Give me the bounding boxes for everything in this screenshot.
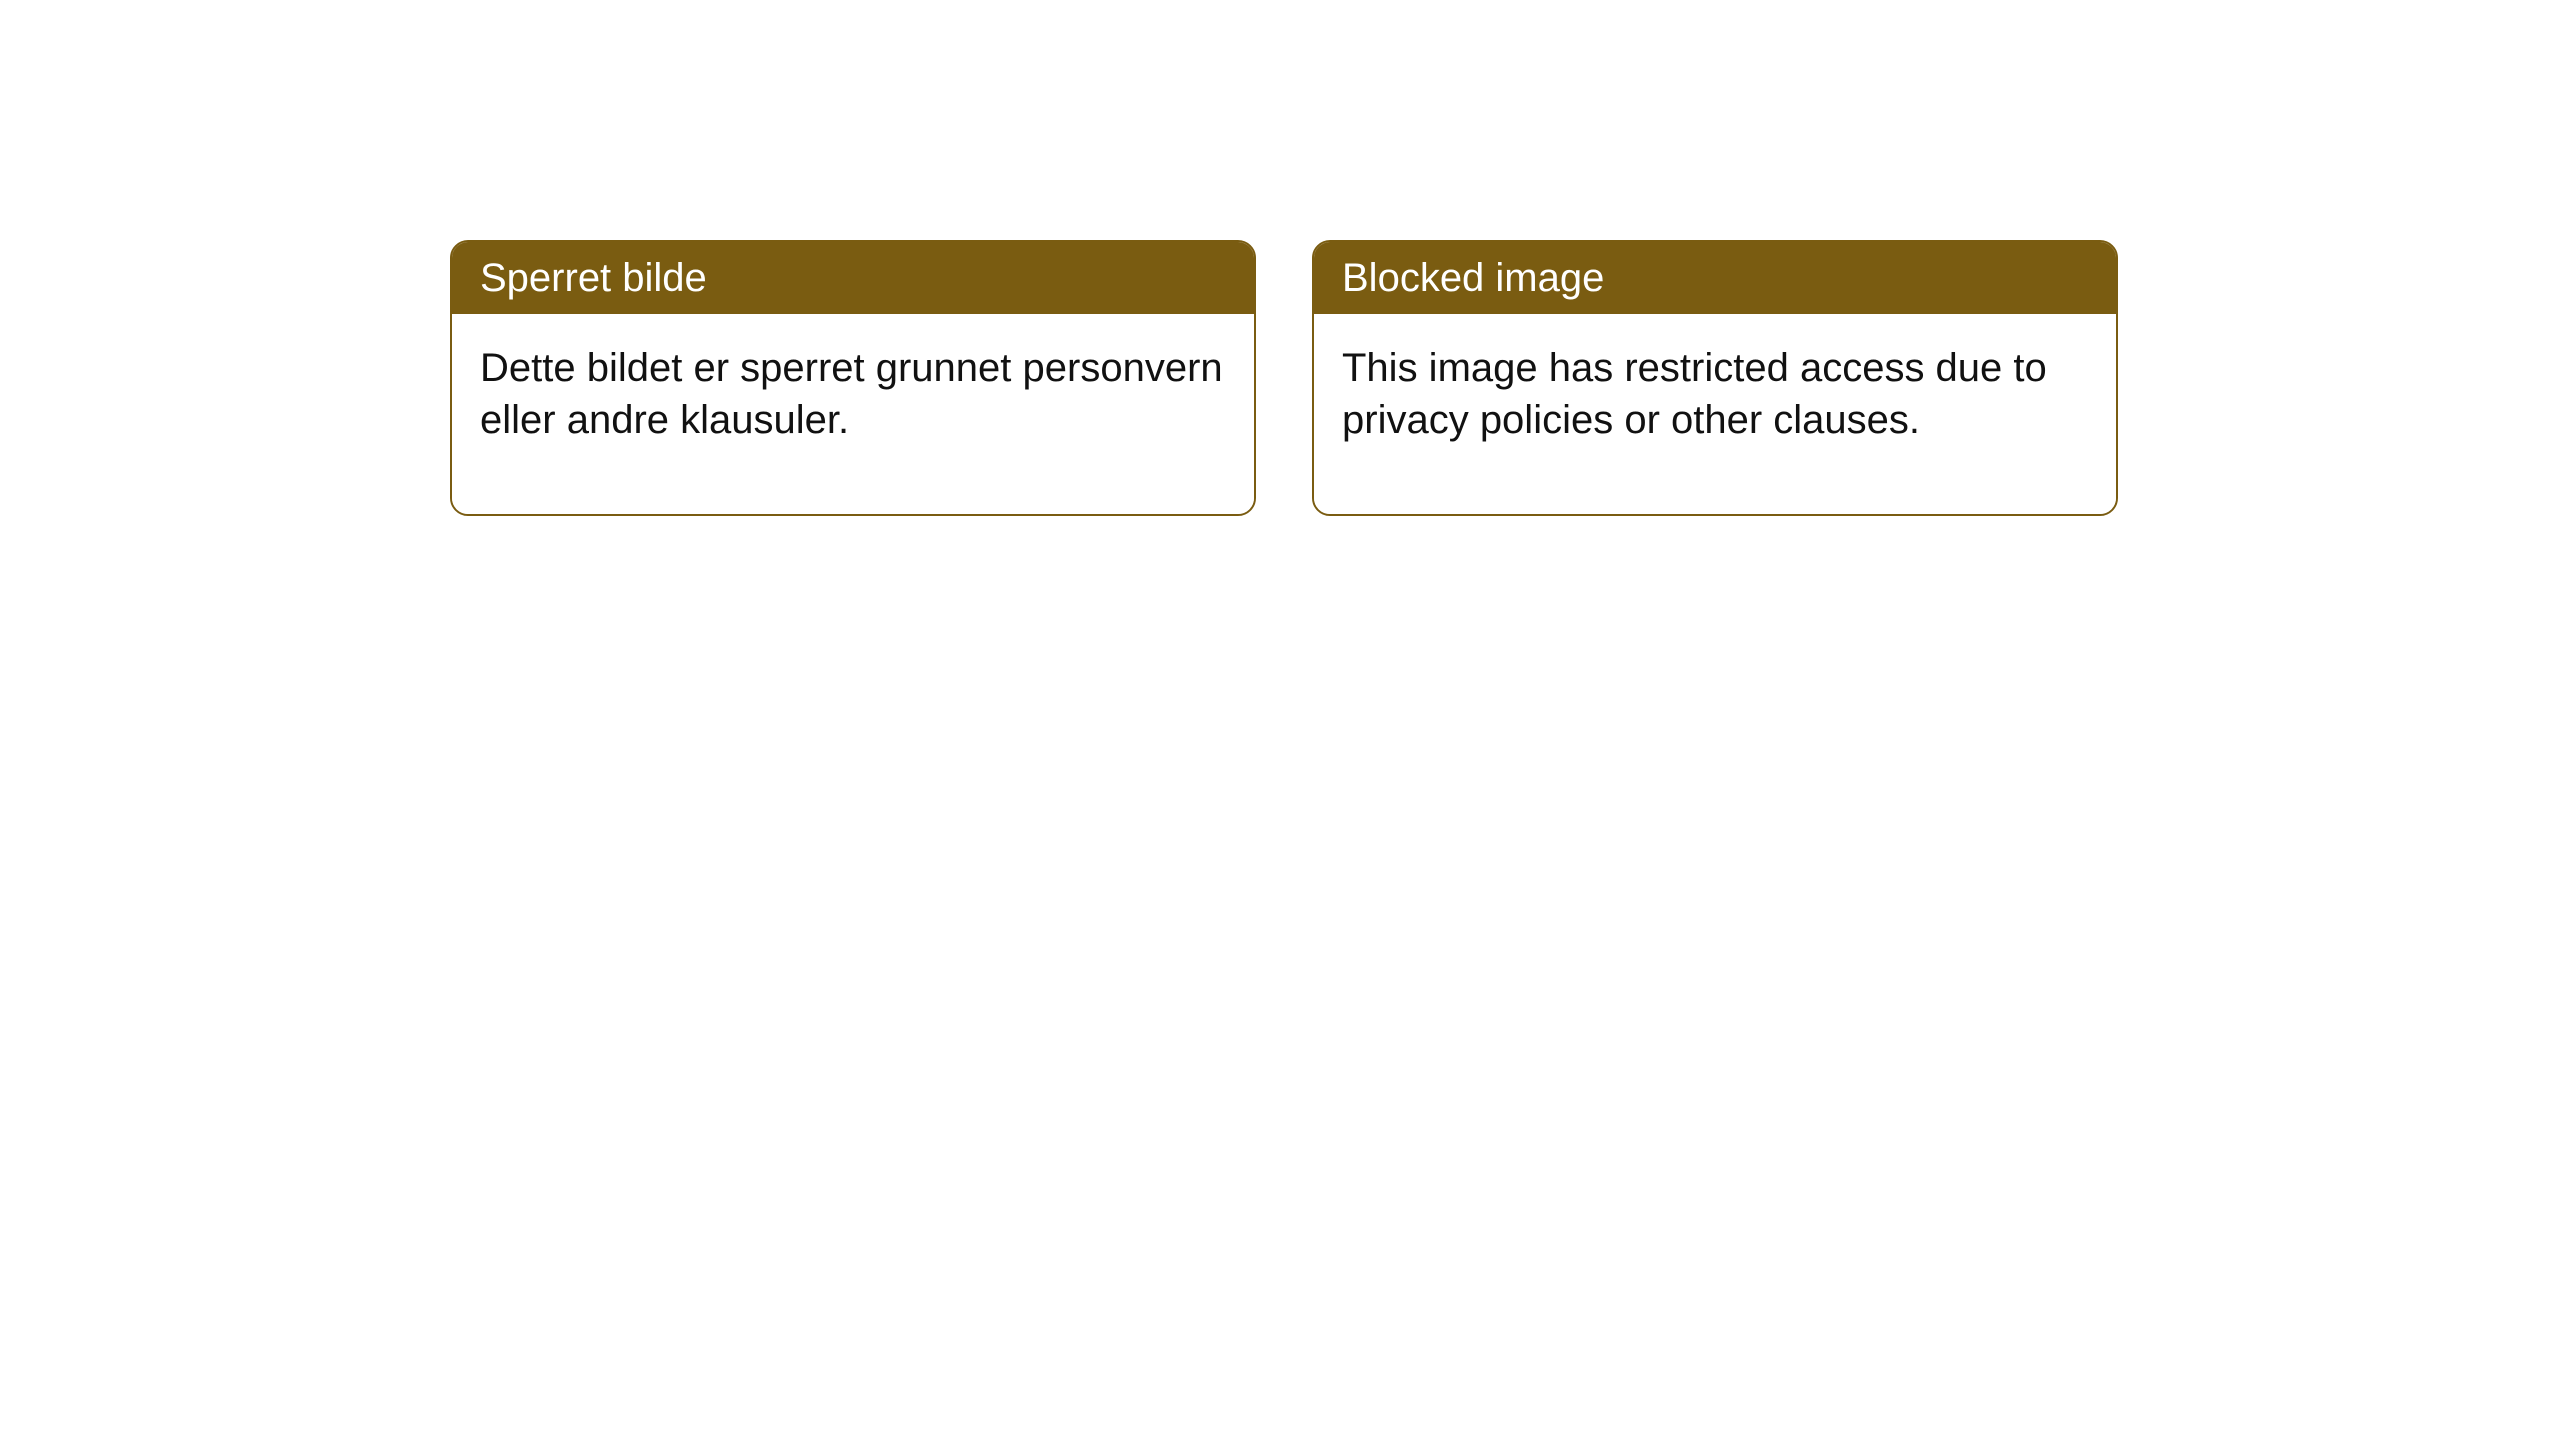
notice-container: Sperret bilde Dette bildet er sperret gr… — [0, 0, 2560, 516]
card-body-en: This image has restricted access due to … — [1314, 314, 2116, 514]
card-header-en: Blocked image — [1314, 242, 2116, 314]
card-body-no: Dette bildet er sperret grunnet personve… — [452, 314, 1254, 514]
card-header-no: Sperret bilde — [452, 242, 1254, 314]
blocked-image-card-en: Blocked image This image has restricted … — [1312, 240, 2118, 516]
blocked-image-card-no: Sperret bilde Dette bildet er sperret gr… — [450, 240, 1256, 516]
